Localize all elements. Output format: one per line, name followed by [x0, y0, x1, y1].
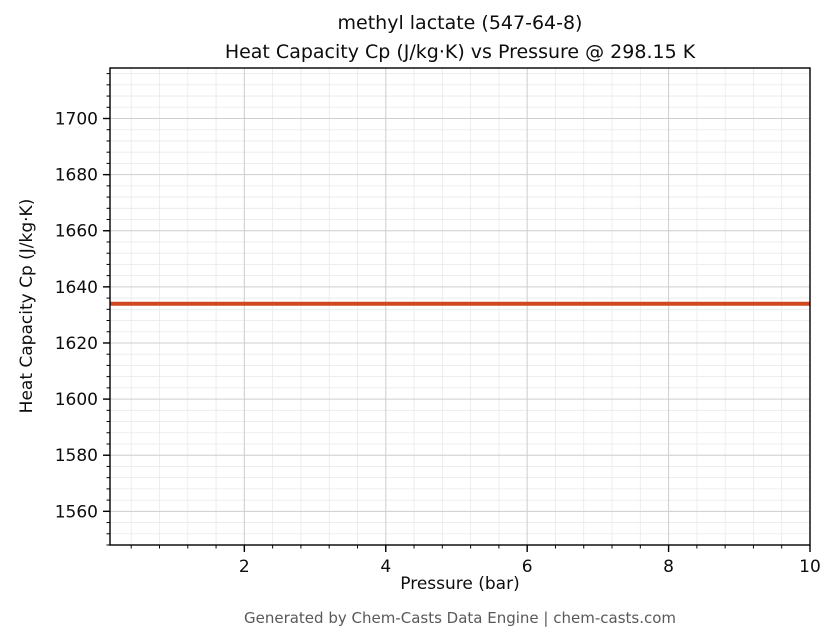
- x-axis-label: Pressure (bar): [400, 574, 520, 594]
- y-tick-label: 1600: [55, 390, 98, 410]
- y-tick-label: 1700: [55, 110, 98, 130]
- x-tick-label: 10: [799, 557, 821, 577]
- y-tick-label: 1580: [55, 446, 98, 466]
- y-tick-label: 1640: [55, 278, 98, 298]
- chart-title-line1: methyl lactate (547-64-8): [337, 12, 583, 34]
- x-tick-label: 4: [380, 557, 391, 577]
- chart-title: methyl lactate (547-64-8) Heat Capacity …: [110, 9, 810, 67]
- y-tick-label: 1660: [55, 222, 98, 242]
- y-tick-label: 1680: [55, 166, 98, 186]
- footer-credit: Generated by Chem-Casts Data Engine | ch…: [243, 609, 677, 627]
- x-tick-label: 6: [522, 557, 533, 577]
- x-tick-label: 2: [239, 557, 250, 577]
- x-tick-label: 8: [663, 557, 674, 577]
- plot-border: [109, 67, 811, 546]
- y-tick-label: 1620: [55, 334, 98, 354]
- chart-title-line2: Heat Capacity Cp (J/kg·K) vs Pressure @ …: [224, 41, 696, 63]
- y-tick-label: 1560: [55, 502, 98, 522]
